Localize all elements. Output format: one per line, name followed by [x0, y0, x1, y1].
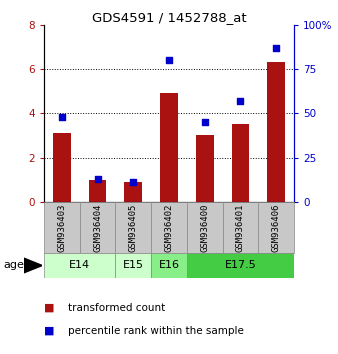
Bar	[89, 180, 106, 202]
Text: GSM936402: GSM936402	[165, 203, 173, 252]
Bar	[267, 62, 285, 202]
Text: GSM936401: GSM936401	[236, 203, 245, 252]
Text: ■: ■	[44, 326, 54, 336]
Text: GSM936403: GSM936403	[57, 203, 66, 252]
Bar	[151, 202, 187, 253]
Bar	[151, 253, 187, 278]
Bar	[124, 182, 142, 202]
Text: ■: ■	[44, 303, 54, 313]
Point	[238, 98, 243, 104]
Bar	[196, 136, 214, 202]
Bar	[53, 133, 71, 202]
Point	[166, 57, 172, 63]
Bar	[44, 253, 115, 278]
Bar	[232, 124, 249, 202]
Text: E16: E16	[159, 261, 179, 270]
Point	[59, 114, 65, 120]
Bar	[44, 202, 80, 253]
Title: GDS4591 / 1452788_at: GDS4591 / 1452788_at	[92, 11, 246, 24]
Point	[95, 176, 100, 182]
Point	[202, 119, 208, 125]
Bar	[258, 202, 294, 253]
Bar	[187, 253, 294, 278]
Bar	[115, 202, 151, 253]
Text: E17.5: E17.5	[224, 261, 256, 270]
Bar	[223, 202, 258, 253]
Text: E14: E14	[69, 261, 90, 270]
Point	[273, 45, 279, 51]
Text: transformed count: transformed count	[68, 303, 165, 313]
Text: GSM936404: GSM936404	[93, 203, 102, 252]
Point	[130, 179, 136, 185]
Bar	[160, 93, 178, 202]
Text: GSM936406: GSM936406	[272, 203, 281, 252]
Text: percentile rank within the sample: percentile rank within the sample	[68, 326, 243, 336]
Text: age: age	[3, 261, 24, 270]
Polygon shape	[24, 258, 42, 273]
Bar	[187, 202, 223, 253]
Text: E15: E15	[123, 261, 144, 270]
Bar	[115, 253, 151, 278]
Text: GSM936400: GSM936400	[200, 203, 209, 252]
Text: GSM936405: GSM936405	[129, 203, 138, 252]
Bar	[80, 202, 115, 253]
